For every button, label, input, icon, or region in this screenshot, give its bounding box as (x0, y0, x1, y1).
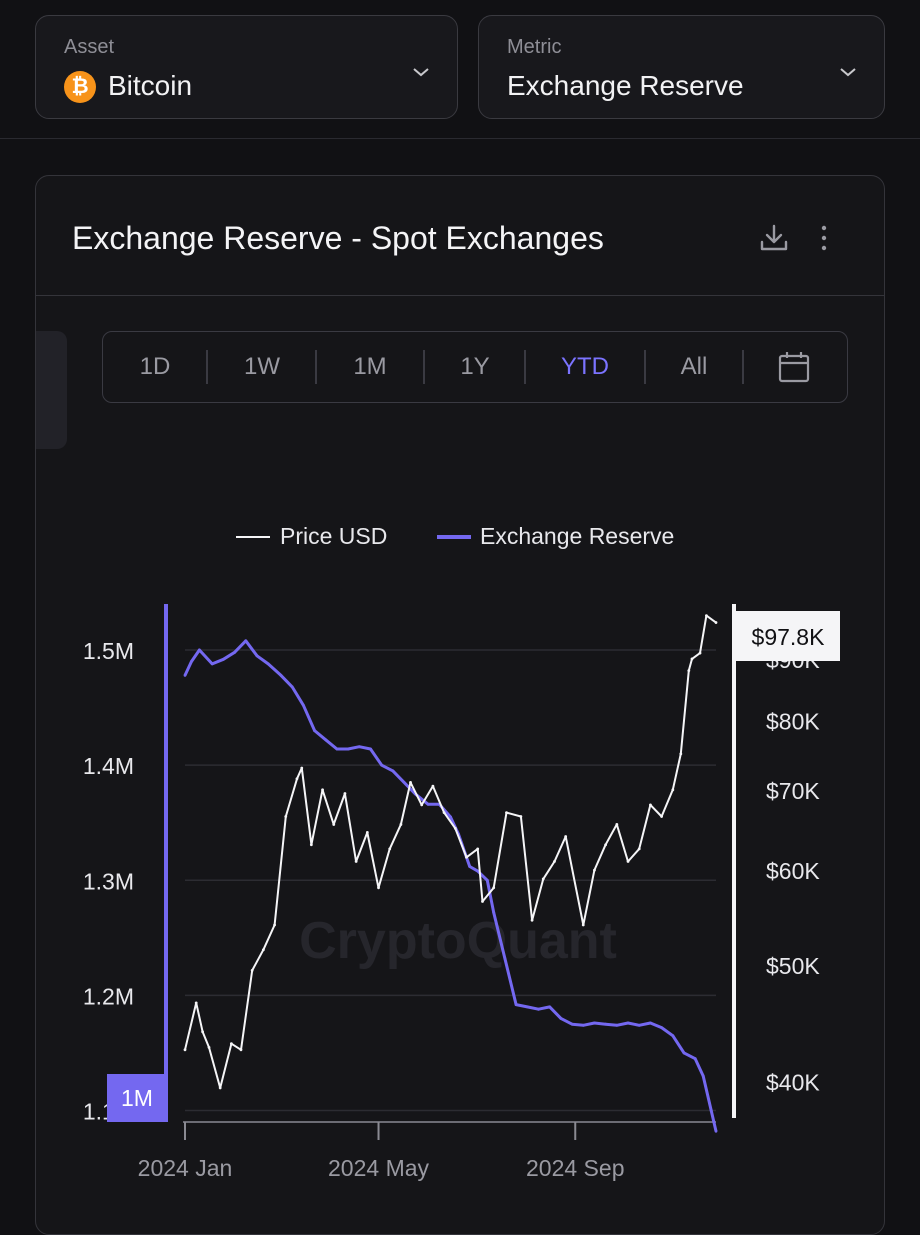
calendar-icon[interactable] (777, 350, 811, 384)
bitcoin-icon: ₿ (64, 71, 96, 103)
range-divider (206, 350, 208, 384)
card-divider (36, 295, 884, 296)
range-ytd-button[interactable]: YTD (561, 353, 609, 380)
metric-select-label: Metric (507, 36, 562, 58)
metric-select[interactable]: Metric Exchange Reserve (478, 15, 885, 119)
range-divider (644, 350, 646, 384)
chart-card: Exchange Reserve - Spot Exchanges 1D 1W … (35, 175, 885, 1235)
download-icon[interactable] (756, 220, 792, 256)
more-vertical-icon[interactable] (812, 220, 836, 256)
range-all-button[interactable]: All (680, 353, 708, 380)
asset-select-value: Bitcoin (108, 70, 193, 101)
range-1y-button[interactable]: 1Y (460, 353, 490, 380)
range-divider (742, 350, 744, 384)
range-divider (423, 350, 425, 384)
time-range-bar: 1D 1W 1M 1Y YTD All (102, 331, 848, 403)
range-divider (524, 350, 526, 384)
chevron-down-icon (413, 68, 429, 77)
range-1d-button[interactable]: 1D (139, 353, 171, 380)
range-divider (315, 350, 317, 384)
side-panel-tab[interactable] (36, 331, 67, 449)
chevron-down-icon (840, 68, 856, 77)
range-1w-button[interactable]: 1W (244, 353, 280, 380)
asset-select[interactable]: Asset ₿ Bitcoin (35, 15, 458, 119)
metric-select-value: Exchange Reserve (507, 70, 744, 101)
asset-select-label: Asset (64, 36, 115, 58)
range-1m-button[interactable]: 1M (353, 353, 387, 380)
card-title: Exchange Reserve - Spot Exchanges (72, 220, 604, 256)
top-bar: Asset ₿ Bitcoin Metric Exchange Reserve (0, 0, 920, 139)
